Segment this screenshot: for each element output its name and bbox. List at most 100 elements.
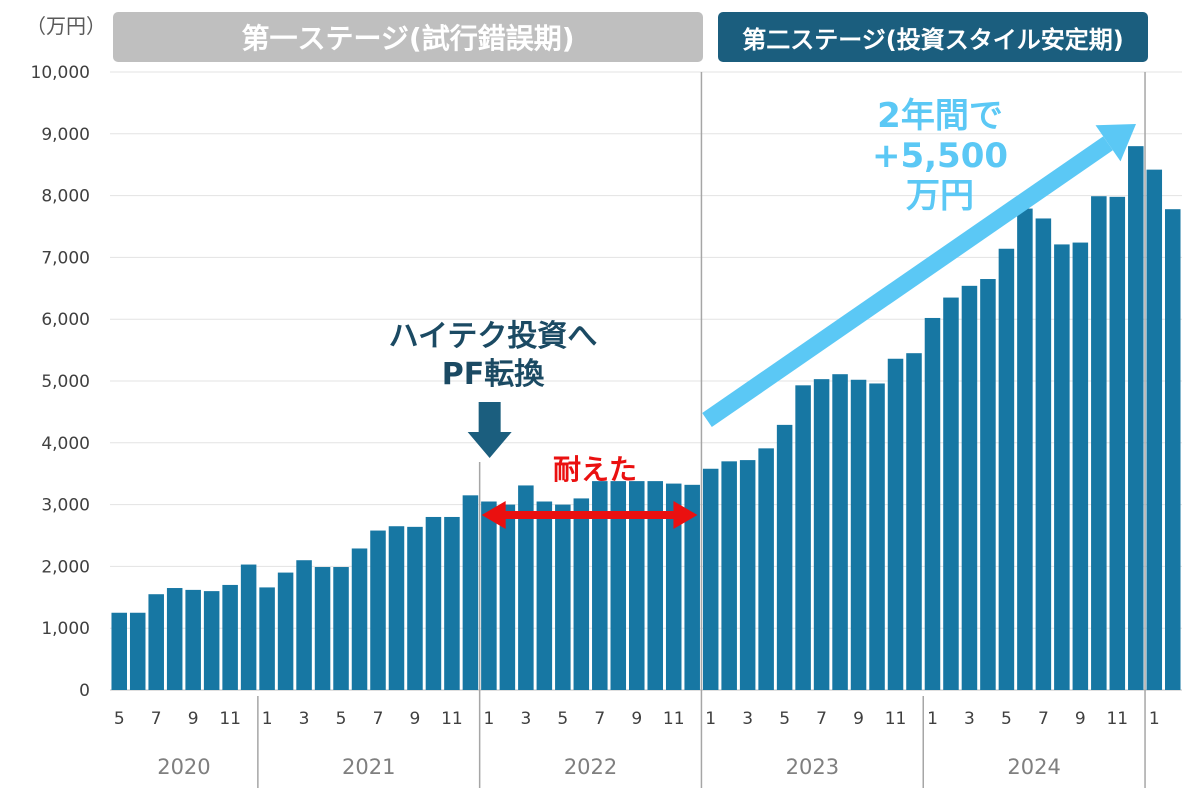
y-tick-label: 2,000	[41, 557, 90, 577]
bar	[536, 501, 553, 690]
month-tick-label: 5	[336, 709, 347, 729]
portfolio-switch-line-1: ハイテク投資へ	[388, 319, 598, 354]
gain-line-3: 万円	[906, 176, 974, 217]
bar	[129, 612, 146, 690]
bar	[203, 591, 220, 690]
bar	[1164, 209, 1181, 691]
bar	[832, 374, 848, 690]
y-tick-label: 4,000	[41, 434, 90, 454]
month-tick-label: 3	[520, 709, 531, 729]
month-tick-label: 3	[964, 709, 975, 729]
month-tick-label: 5	[1001, 709, 1012, 729]
bar	[111, 612, 128, 690]
month-tick-label: 3	[299, 709, 310, 729]
stage-two-label: 第二ステージ(投資スタイル安定期)	[742, 25, 1124, 54]
bar	[758, 448, 774, 690]
year-labels: 2020 2021 2022 2023 2024	[157, 755, 1061, 779]
month-tick-label: 9	[853, 709, 864, 729]
year-label: 2024	[1007, 755, 1060, 779]
bar	[481, 501, 497, 690]
month-tick-label: 5	[779, 709, 790, 729]
bar	[333, 567, 349, 690]
bar	[425, 516, 442, 690]
month-tick-label: 7	[151, 709, 162, 729]
y-tick-label: 5,000	[41, 372, 90, 392]
bar	[259, 587, 275, 690]
y-tick-labels: 0 1,000 2,000 3,000 4,000 5,000 6,000 7,000 8,00…	[31, 63, 90, 701]
bar	[721, 461, 737, 690]
bar	[573, 498, 590, 690]
stage-one-label: 第一ステージ(試行錯誤期)	[241, 22, 575, 55]
bar	[240, 564, 257, 690]
bar	[166, 588, 183, 690]
bar	[592, 481, 608, 690]
bar	[906, 353, 922, 690]
bar	[776, 424, 793, 690]
stage-two-banner: 第二ステージ(投資スタイル安定期)	[718, 12, 1148, 62]
month-tick-label: 3	[742, 709, 753, 729]
month-tick-label: 9	[631, 709, 642, 729]
month-tick-label: 11	[219, 709, 241, 729]
bar	[813, 379, 830, 690]
bar	[1054, 244, 1070, 690]
portfolio-switch-annotation: ハイテク投資へ PF転換	[368, 318, 618, 393]
bar	[795, 385, 811, 690]
bar	[869, 383, 885, 690]
month-tick-label: 1	[927, 709, 938, 729]
bar	[185, 589, 201, 690]
bars	[111, 146, 1181, 691]
bar	[555, 504, 571, 690]
stage-one-banner: 第一ステージ(試行錯誤期)	[113, 12, 703, 62]
month-tick-label: 7	[594, 709, 605, 729]
bar	[499, 504, 516, 690]
month-tick-label: 5	[114, 709, 125, 729]
bar	[887, 358, 904, 690]
month-tick-label: 1	[262, 709, 273, 729]
bar	[148, 594, 164, 690]
bar	[370, 530, 386, 690]
bar	[665, 483, 682, 690]
bar	[628, 481, 645, 690]
month-tick-label: 9	[1075, 709, 1086, 729]
bar	[314, 567, 331, 690]
month-tick-label: 9	[188, 709, 199, 729]
bar	[1146, 169, 1163, 691]
bar	[924, 317, 941, 690]
year-label: 2023	[786, 755, 839, 779]
bar	[1109, 196, 1126, 690]
bar	[1035, 218, 1052, 690]
endured-arrow-left-head	[481, 501, 506, 529]
bar	[702, 468, 719, 690]
bar	[351, 548, 368, 690]
bar	[296, 560, 312, 690]
growth-arrow-head	[1095, 124, 1136, 162]
bar	[462, 495, 479, 690]
month-tick-label: 9	[410, 709, 421, 729]
bar	[1128, 146, 1144, 690]
month-tick-label: 1	[705, 709, 716, 729]
y-tick-label: 7,000	[41, 248, 90, 268]
bar	[222, 584, 238, 690]
bar	[1091, 196, 1107, 690]
bar	[943, 297, 959, 690]
month-tick-label: 7	[1038, 709, 1049, 729]
bar	[647, 481, 664, 690]
annotation-arrows	[467, 124, 1136, 529]
month-tick-label: 11	[663, 709, 685, 729]
bar	[277, 572, 294, 690]
y-tick-label: 10,000	[31, 63, 90, 83]
bar	[850, 379, 867, 690]
switch-down-arrow	[467, 402, 512, 458]
y-tick-label: 8,000	[41, 187, 90, 207]
year-label: 2022	[564, 755, 617, 779]
bar	[388, 526, 405, 690]
y-tick-label: 6,000	[41, 310, 90, 330]
gain-line-1: 2年間で	[877, 96, 1003, 136]
bar	[610, 481, 627, 690]
year-label: 2020	[157, 755, 210, 779]
y-tick-label: 0	[79, 681, 90, 701]
month-tick-labels: 5 7 9 11 1 3 5 7 9 11 1 3 5 7 9 11 1 3 5 7 9 11 1 3 5 7 9 11 1	[114, 709, 1160, 729]
growth-arrow-shaft	[702, 136, 1113, 427]
bar	[998, 248, 1015, 691]
endured-annotation: 耐えた	[552, 453, 637, 486]
